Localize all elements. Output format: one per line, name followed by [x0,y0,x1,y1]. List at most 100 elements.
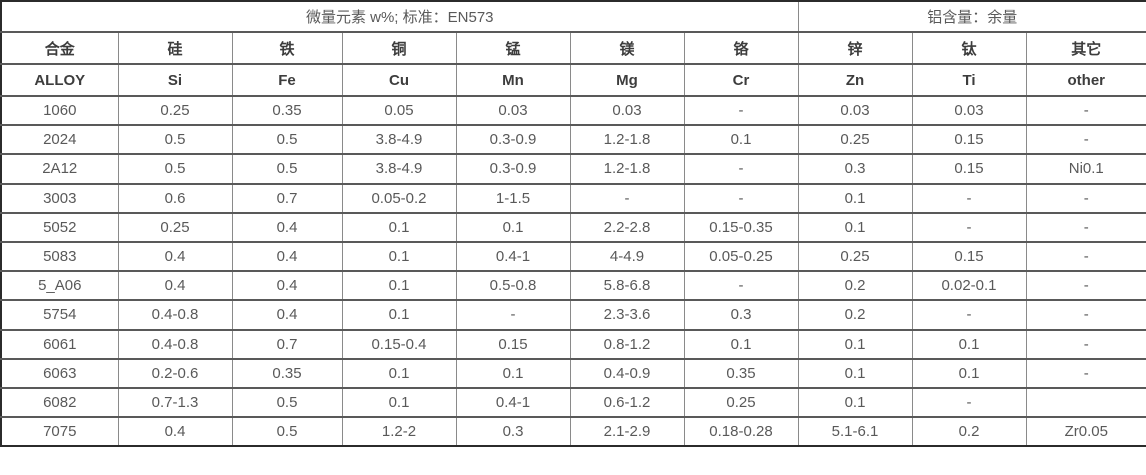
table-cell: 0.25 [117,211,232,242]
table-cell: 0.3 [455,416,570,447]
table-cell: 0.3-0.9 [455,124,570,155]
table-cell: 1-1.5 [455,182,570,213]
table-cell: 0.1 [341,211,456,242]
table-cell: - [911,211,1026,242]
table-cell: 7075 [1,416,118,447]
table-cell: 1.2-2 [341,416,456,447]
table-cell: 0.1 [797,211,912,242]
table-cell: 3.8-4.9 [341,153,456,184]
table-cell: 1060 [1,94,118,126]
column-header-cn: 合金 [1,31,118,64]
table-cell: - [911,182,1026,213]
table-cell: 0.4 [231,299,342,330]
table-cell: 5_A06 [1,270,118,301]
alloy-composition-table: 微量元素 w%; 标准：EN573 铝含量：余量 合金硅铁铜锰镁铬锌钛其它 AL… [0,0,1146,448]
table-cell: 0.1 [341,386,456,418]
table-cell: 0.15 [455,328,570,359]
table-cell: 6061 [1,328,118,359]
table-cell: 0.5 [231,124,342,155]
column-header-en: Cr [683,63,798,96]
table-cell: 0.4-1 [455,240,570,272]
table-cell: 0.25 [683,386,798,418]
table-cell: 0.35 [683,357,798,388]
table-cell: 0.15-0.35 [683,211,798,242]
table-cell: 0.7 [231,328,342,359]
table-cell: 1.2-1.8 [569,153,684,184]
table-cell: 0.35 [231,94,342,126]
column-header-en: Cu [341,63,456,96]
table-cell: - [1025,299,1146,330]
table-cell: 0.1 [341,357,456,388]
table-cell: 0.1 [341,240,456,272]
table-cell: Zr0.05 [1025,416,1146,447]
alloy-row-6061: 6061 0.4-0.8 0.7 0.15-0.4 0.15 0.8-1.2 0.1 0.1 0… [1,328,1146,359]
table-cell: 0.2 [797,299,912,330]
column-header-en: Fe [231,63,342,96]
table-cell: - [683,94,798,126]
alloy-row-2A12: 2A12 0.5 0.5 3.8-4.9 0.3-0.9 1.2-1.8-0.3 0.15 N… [1,153,1146,184]
table-cell: 0.4-0.8 [117,328,232,359]
table-cell: - [911,386,1026,418]
table-cell: - [911,299,1026,330]
table-cell: - [455,299,570,330]
table-cell: 5.1-6.1 [797,416,912,447]
table-cell: 0.03 [911,94,1026,126]
table-cell: 0.35 [231,357,342,388]
column-header-en: Mn [455,63,570,96]
table-cell: 2.2-2.8 [569,211,684,242]
alloy-row-5083: 5083 0.4 0.4 0.1 0.4-1 4-4.9 0.05-0.25 0.25 0.15… [1,240,1146,272]
alloy-row-1060: 1060 0.25 0.35 0.05 0.03 0.03-0.03 0.03- [1,94,1146,126]
table-cell: 0.18-0.28 [683,416,798,447]
table-cell: - [1025,182,1146,213]
table-cell: 0.5-0.8 [455,270,570,301]
table-cell: 0.5 [117,153,232,184]
table-cell: 3.8-4.9 [341,124,456,155]
table-cell: 5.8-6.8 [569,270,684,301]
alloy-row-5754: 5754 0.4-0.8 0.4 0.1-2.3-3.6 0.3 0.2- - [1,299,1146,330]
table-cell: 0.1 [797,386,912,418]
table-cell: 0.1 [455,357,570,388]
table-cell: 0.2 [911,416,1026,447]
table-cell: 0.5 [231,386,342,418]
table-cell: 2.3-3.6 [569,299,684,330]
column-header-cn: 硅 [117,31,232,64]
alloy-row-5052: 5052 0.25 0.4 0.1 0.1 2.2-2.8 0.15-0.35 0.1- - [1,211,1146,242]
table-cell: 0.15 [911,124,1026,155]
table-cell: - [1025,94,1146,126]
table-cell: 2.1-2.9 [569,416,684,447]
alloy-row-3003: 3003 0.6 0.7 0.05-0.2 1-1.5- -0.1- - [1,182,1146,213]
table-cell: 0.1 [341,270,456,301]
table-cell: - [683,270,798,301]
table-cell: - [1025,270,1146,301]
table-cell: 1.2-1.8 [569,124,684,155]
table-cell: 0.25 [117,94,232,126]
table-cell: 0.5 [231,153,342,184]
table-cell: 0.4 [231,240,342,272]
column-header-cn: 铁 [231,31,342,64]
column-header-cn: 铬 [683,31,798,64]
column-header-cn: 锌 [797,31,912,64]
table-cell: 0.4-1 [455,386,570,418]
table-cell: 0.15 [911,153,1026,184]
table-cell: 0.8-1.2 [569,328,684,359]
table-cell: 2024 [1,124,118,155]
table-cell: 0.1 [797,357,912,388]
table-cell: 0.4 [117,270,232,301]
table-cell: - [1025,211,1146,242]
table-cell: 0.03 [455,94,570,126]
table-cell: 0.3 [797,153,912,184]
table-cell: 3003 [1,182,118,213]
table-top-header-row: 微量元素 w%; 标准：EN573 铝含量：余量 [1,1,1146,32]
table-cell: 0.7 [231,182,342,213]
table-cell: 0.1 [911,357,1026,388]
table-cell: 0.1 [797,182,912,213]
column-header-cn: 铜 [341,31,456,64]
table-cell: 0.4 [117,416,232,447]
table-cell: 0.2-0.6 [117,357,232,388]
column-header-en: Mg [569,63,684,96]
table-cell: - [1025,357,1146,388]
table-cell: 0.4 [117,240,232,272]
table-body: 1060 0.25 0.35 0.05 0.03 0.03-0.03 0.03-2024 0.… [1,94,1146,447]
column-header-cn: 镁 [569,31,684,64]
table-cell: 0.4 [231,270,342,301]
